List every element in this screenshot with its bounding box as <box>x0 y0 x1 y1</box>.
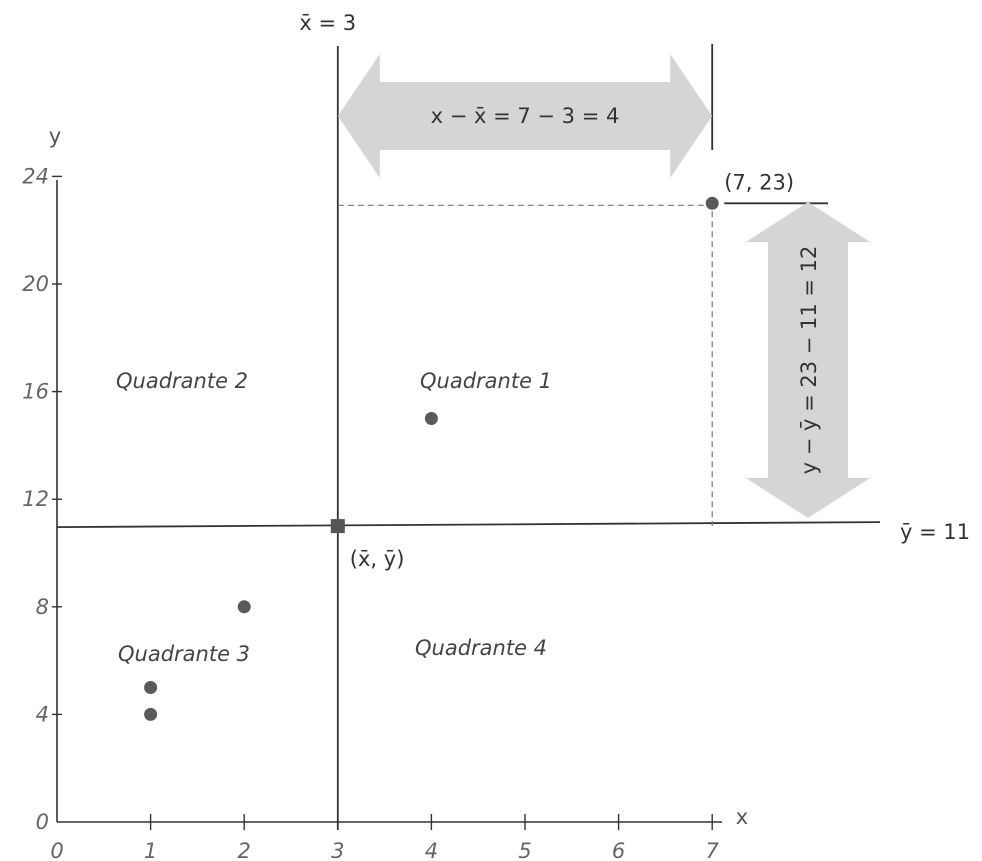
y-tick-label: 16 <box>22 380 49 404</box>
data-point <box>705 196 719 210</box>
data-point <box>424 412 438 425</box>
x-tick-label: 1 <box>144 839 157 861</box>
y-tick-label: 0 <box>36 810 49 834</box>
y-tick-label: 4 <box>36 702 49 726</box>
x-tick-label: 5 <box>518 839 531 861</box>
mean-y-label: ȳ = 11 <box>900 520 970 544</box>
highlight-point-label: (7, 23) <box>724 170 794 194</box>
x-tick-label: 7 <box>706 839 720 861</box>
x-tick-label: 6 <box>612 839 625 861</box>
data-point <box>144 681 158 694</box>
vertical-double-arrow <box>746 202 870 518</box>
x-tick-label: 3 <box>331 839 344 861</box>
horizontal-double-arrow <box>337 54 713 178</box>
y-tick-label: 12 <box>22 487 49 511</box>
vertical-deviation-label: y − ȳ = 23 − 11 = 12 <box>797 246 821 475</box>
mean-point-label: (x̄, ȳ) <box>350 547 405 571</box>
quadrant-1-label: Quadrante 1 <box>420 369 552 393</box>
data-point <box>144 707 158 721</box>
quadrant-2-label: Quadrante 2 <box>116 369 248 393</box>
data-points <box>144 196 719 721</box>
y-axis-title: y <box>49 124 61 148</box>
y-ticks: 0 4 8 12 16 20 24 <box>22 164 62 834</box>
y-tick-label: 8 <box>36 595 49 619</box>
y-tick-label: 20 <box>22 272 49 296</box>
y-tick-label: 24 <box>22 164 49 188</box>
mean-y-line <box>56 521 881 528</box>
horizontal-deviation-label: x − x̄ = 7 − 3 = 4 <box>431 104 620 128</box>
data-point <box>237 600 251 614</box>
quadrant-3-label: Quadrante 3 <box>118 642 250 666</box>
mean-x-label: x̄ = 3 <box>299 11 356 35</box>
x-tick-label: 0 <box>50 839 63 861</box>
x-ticks: 0 1 2 3 4 5 6 7 <box>50 814 720 861</box>
x-tick-label: 4 <box>425 839 438 861</box>
x-axis-title: x <box>736 805 748 829</box>
x-tick-label: 2 <box>238 839 251 861</box>
quadrant-4-label: Quadrante 4 <box>415 636 547 660</box>
mean-point-marker <box>330 519 345 534</box>
